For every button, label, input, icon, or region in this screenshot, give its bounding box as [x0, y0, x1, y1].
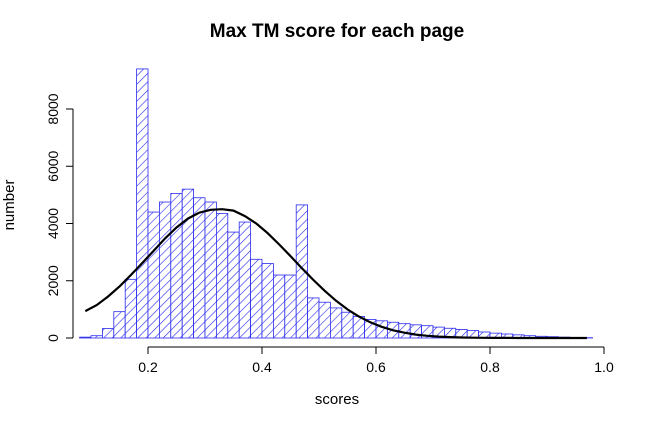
- histogram-bar: [375, 320, 388, 339]
- histogram-bar: [170, 193, 183, 339]
- histogram-bar: [307, 297, 320, 339]
- x-axis: 0.2 0.4 0.6 0.8 1.0: [138, 346, 614, 375]
- x-tick-label: 0.2: [138, 359, 158, 375]
- histogram-bar: [318, 301, 331, 339]
- histogram-bar: [272, 274, 286, 339]
- histogram-bar: [215, 213, 229, 339]
- histogram-bar: [124, 278, 137, 339]
- y-tick-label: 2000: [45, 265, 61, 296]
- chart-title: Max TM score for each page: [210, 21, 464, 42]
- y-tick-label: 4000: [45, 208, 61, 239]
- x-axis-label: scores: [315, 391, 359, 408]
- histogram-bar: [227, 231, 240, 339]
- y-tick-label: 8000: [45, 93, 61, 124]
- histogram-bar: [341, 311, 354, 339]
- x-tick-label: 0.6: [366, 359, 386, 375]
- y-tick-label: 6000: [45, 150, 61, 181]
- histogram-bar: [250, 258, 263, 339]
- histogram-bar: [329, 307, 343, 339]
- histogram-bar: [181, 188, 194, 339]
- x-tick-label: 1.0: [594, 359, 614, 375]
- histogram-bars: [79, 68, 594, 339]
- normal-fit-curve: [84, 208, 587, 340]
- histogram-bar: [284, 274, 297, 339]
- x-tick-label: 0.8: [480, 359, 500, 375]
- y-axis: 0 2000 4000 6000 8000: [45, 93, 74, 342]
- histogram-bar: [204, 201, 217, 339]
- histogram-bar: [147, 211, 160, 339]
- histogram-bar: [136, 68, 149, 339]
- histogram-bar: [158, 201, 172, 339]
- histogram-bar: [261, 263, 274, 339]
- histogram-bar: [79, 336, 92, 339]
- fit-curve-layer: [84, 208, 587, 340]
- histogram-bar: [193, 197, 206, 339]
- histogram-bar: [295, 204, 309, 339]
- x-tick-label: 0.4: [252, 359, 272, 375]
- histogram-bar: [90, 335, 103, 339]
- histogram-bar: [102, 328, 115, 339]
- histogram-bar: [113, 311, 126, 339]
- y-tick-label: 0: [45, 334, 61, 342]
- y-axis-label: number: [1, 180, 18, 231]
- histogram-bar: [238, 221, 251, 339]
